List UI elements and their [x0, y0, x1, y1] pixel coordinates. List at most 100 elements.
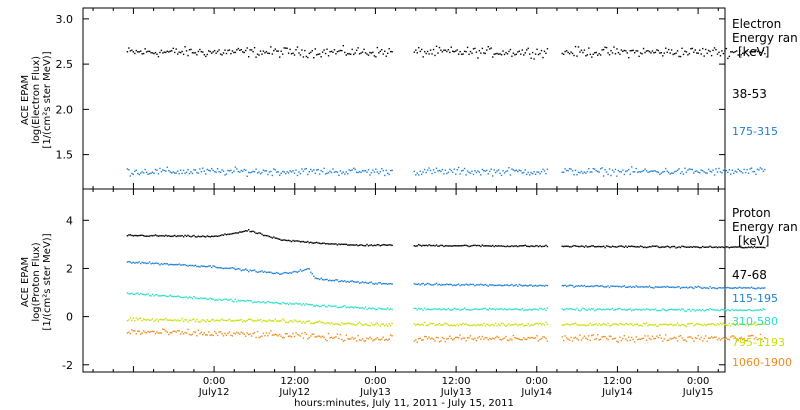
proton-data-point [190, 296, 192, 299]
proton-data-point [601, 336, 603, 338]
electron-data-point [261, 53, 263, 55]
proton-data-point [449, 325, 451, 327]
electron-data-point [205, 55, 207, 58]
proton-data-point [444, 322, 447, 324]
electron-data-point [599, 168, 602, 170]
electron-data-point [176, 170, 179, 172]
proton-data-point [287, 335, 290, 338]
proton-data-point [339, 280, 342, 282]
proton-data-point [218, 235, 220, 237]
proton-data-point [418, 323, 420, 325]
proton-data-point [718, 337, 720, 340]
electron-data-point [595, 51, 597, 54]
proton-data-point [142, 262, 145, 264]
electron-data-point [342, 44, 345, 47]
proton-data-point [391, 308, 393, 311]
proton-data-point [135, 261, 137, 264]
proton-data-point [172, 319, 174, 322]
proton-data-point [691, 308, 694, 311]
electron-data-point [354, 168, 356, 171]
proton-data-point [283, 302, 285, 304]
proton-data-point [246, 332, 248, 334]
proton-data-point [210, 235, 213, 237]
electron-data-point [175, 48, 177, 50]
electron-data-point [570, 51, 572, 53]
proton-data-point [372, 282, 374, 285]
proton-data-point [468, 324, 470, 326]
proton-data-point [741, 323, 744, 325]
proton-data-point [178, 320, 180, 322]
proton-data-point [659, 334, 661, 336]
proton-data-point [296, 303, 299, 305]
proton-data-point [694, 324, 697, 326]
electron-data-point [724, 168, 726, 170]
proton-data-point [421, 245, 423, 247]
proton-data-point [477, 244, 479, 247]
electron-data-point [462, 169, 464, 172]
electron-data-point [239, 49, 241, 52]
proton-data-point [200, 320, 203, 322]
proton-data-point [431, 337, 433, 339]
proton-data-point [696, 309, 698, 311]
electron-data-point [287, 172, 290, 174]
proton-data-point [755, 309, 757, 311]
proton-data-point [452, 245, 454, 247]
proton-data-point [426, 245, 429, 247]
electron-data-point [185, 50, 188, 52]
electron-data-point [506, 170, 509, 172]
proton-data-point [759, 333, 762, 336]
electron-data-point [305, 167, 308, 170]
proton-data-point [486, 284, 488, 286]
proton-data-point [277, 238, 279, 240]
proton-data-point [166, 295, 169, 298]
electron-data-point [484, 170, 487, 172]
electron-data-point [616, 175, 618, 177]
proton-data-point [750, 246, 753, 248]
proton-data-point [224, 332, 226, 335]
proton-data-point [320, 277, 322, 280]
proton-data-point [654, 286, 657, 288]
proton-data-point [545, 309, 547, 312]
proton-data-point [741, 309, 744, 312]
electron-data-point [425, 171, 427, 174]
proton-data-point [253, 319, 256, 322]
proton-data-point [168, 319, 170, 321]
proton-data-point [565, 307, 568, 310]
proton-data-point [422, 282, 424, 285]
proton-data-point [242, 321, 244, 323]
electron-data-point [431, 53, 433, 55]
proton-data-point [314, 336, 316, 338]
proton-data-point [416, 323, 418, 326]
electron-data-point [281, 53, 284, 55]
proton-data-point [341, 280, 343, 282]
electron-data-point [156, 53, 158, 56]
proton-data-point [749, 323, 751, 325]
electron-data-point [639, 52, 642, 54]
proton-data-point [264, 270, 266, 273]
electron-data-point [360, 52, 362, 54]
electron-data-point [681, 47, 683, 50]
proton-data-point [620, 339, 623, 342]
electron-data-point [299, 173, 302, 175]
proton-legend-units: [keV] [738, 234, 769, 248]
proton-data-point [690, 310, 692, 312]
proton-data-point [253, 301, 256, 303]
electron-data-point [610, 50, 612, 52]
electron-data-point [209, 170, 211, 172]
proton-data-point [318, 242, 321, 244]
proton-data-point [358, 339, 361, 341]
proton-data-point [731, 323, 733, 325]
proton-data-point [509, 338, 512, 340]
proton-data-point [632, 324, 634, 327]
proton-data-point [159, 332, 161, 334]
proton-data-point [270, 320, 272, 322]
proton-data-point [231, 335, 234, 337]
proton-data-point [271, 237, 274, 239]
electron-data-point [731, 51, 733, 53]
proton-data-point [591, 285, 593, 287]
proton-data-point [262, 301, 265, 303]
proton-data-point [650, 324, 652, 326]
electron-data-point [736, 50, 738, 52]
proton-data-point [480, 324, 482, 326]
proton-data-point [463, 337, 466, 339]
